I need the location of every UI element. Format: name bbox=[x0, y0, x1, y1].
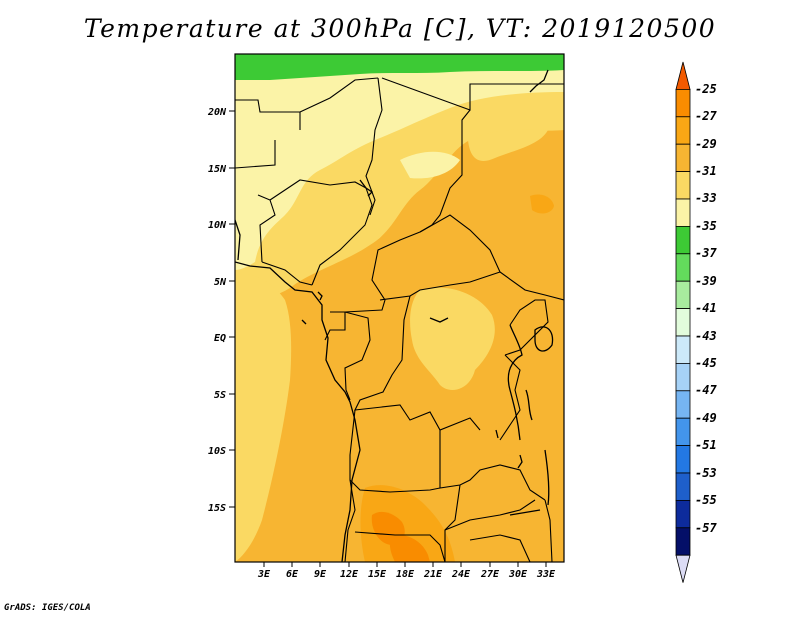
colorbar-label: -55 bbox=[695, 493, 717, 507]
colorbar-swatch bbox=[675, 225, 691, 255]
field-zone-congo-patch bbox=[410, 287, 495, 390]
field-zone-southwest bbox=[235, 274, 292, 562]
colorbar-label: -49 bbox=[695, 411, 717, 425]
grads-credit: GrADS: IGES/COLA bbox=[4, 603, 91, 613]
field-zone-sudan-patch bbox=[468, 129, 548, 161]
lat-label: EQ bbox=[214, 333, 226, 344]
colorbar-swatch bbox=[675, 280, 691, 310]
lat-label: 15S bbox=[208, 503, 226, 514]
colorbar-label: -25 bbox=[695, 82, 717, 96]
colorbar-label: -41 bbox=[695, 301, 717, 315]
lat-label: 20N bbox=[207, 107, 227, 118]
colorbar-label: -33 bbox=[695, 191, 717, 205]
lon-axis bbox=[263, 562, 547, 567]
field-zone-light-patch-2 bbox=[400, 151, 460, 179]
colorbar-swatch bbox=[675, 499, 691, 529]
lon-label: 9E bbox=[314, 569, 327, 580]
colorbar-label: -45 bbox=[695, 356, 717, 370]
map-plot-area bbox=[235, 54, 564, 562]
colorbar-labels: -25 -27 -29 -31 -33 -35 -37 -39 -41 -43 … bbox=[695, 82, 717, 535]
lon-label: 33E bbox=[536, 569, 556, 580]
lon-label: 18E bbox=[396, 569, 415, 580]
lon-label: 27E bbox=[480, 569, 500, 580]
colorbar-label: -27 bbox=[695, 109, 717, 123]
chart-title: Temperature at 300hPa [C], VT: 201912050… bbox=[83, 14, 717, 43]
lon-label: 15E bbox=[368, 569, 387, 580]
colorbar-swatch bbox=[675, 527, 691, 556]
coastlines bbox=[235, 69, 554, 562]
colorbar-swatch bbox=[675, 61, 691, 90]
colorbar-label: -37 bbox=[695, 246, 717, 260]
field-zone-north-light bbox=[235, 54, 564, 270]
colorbar-swatch bbox=[675, 198, 691, 227]
colorbar-swatch bbox=[675, 417, 691, 447]
colorbar-swatch bbox=[675, 116, 691, 145]
field-zone-warm-south bbox=[360, 485, 455, 562]
colorbar-label: -51 bbox=[695, 438, 717, 452]
lon-label: 12E bbox=[340, 569, 359, 580]
colorbar-label: -35 bbox=[695, 219, 717, 233]
colorbar-label: -47 bbox=[695, 383, 717, 397]
colorbar-label: -31 bbox=[695, 164, 717, 178]
colorbar-swatch bbox=[675, 253, 691, 282]
colorbar-label: -29 bbox=[695, 137, 717, 151]
lat-label: 15N bbox=[208, 164, 227, 175]
field-zone-top-green bbox=[235, 54, 564, 80]
colorbar-swatch bbox=[675, 390, 691, 419]
lon-label: 24E bbox=[451, 569, 471, 580]
colorbar bbox=[675, 61, 691, 583]
colorbar-swatch bbox=[675, 143, 691, 172]
lon-label: 21E bbox=[423, 569, 443, 580]
lat-label: 10N bbox=[208, 220, 227, 231]
colorbar-swatch bbox=[675, 89, 691, 118]
colorbar-swatch bbox=[675, 445, 691, 474]
field-zone-warm-kalahari-2 bbox=[389, 534, 430, 562]
colorbar-swatch bbox=[675, 362, 691, 392]
lon-label: 3E bbox=[257, 569, 271, 580]
lat-label: 5S bbox=[214, 390, 226, 401]
colorbar-label: -57 bbox=[695, 521, 717, 535]
colorbar-label: -43 bbox=[695, 329, 717, 343]
map-frame bbox=[234, 53, 565, 563]
colorbar-swatch bbox=[675, 171, 691, 200]
field-zone-warm-east bbox=[530, 194, 554, 214]
lat-label: 10S bbox=[208, 446, 226, 457]
colorbar-label: -39 bbox=[695, 274, 717, 288]
colorbar-swatch bbox=[675, 554, 691, 583]
colorbar-swatch bbox=[675, 335, 691, 364]
colorbar-swatch bbox=[675, 308, 691, 337]
colorbar-label: -53 bbox=[695, 466, 717, 480]
colorbar-swatch bbox=[675, 472, 691, 501]
lon-label: 6E bbox=[286, 569, 299, 580]
lat-axis bbox=[229, 110, 235, 508]
lat-label: 5N bbox=[214, 277, 227, 288]
lon-label: 30E bbox=[508, 569, 528, 580]
